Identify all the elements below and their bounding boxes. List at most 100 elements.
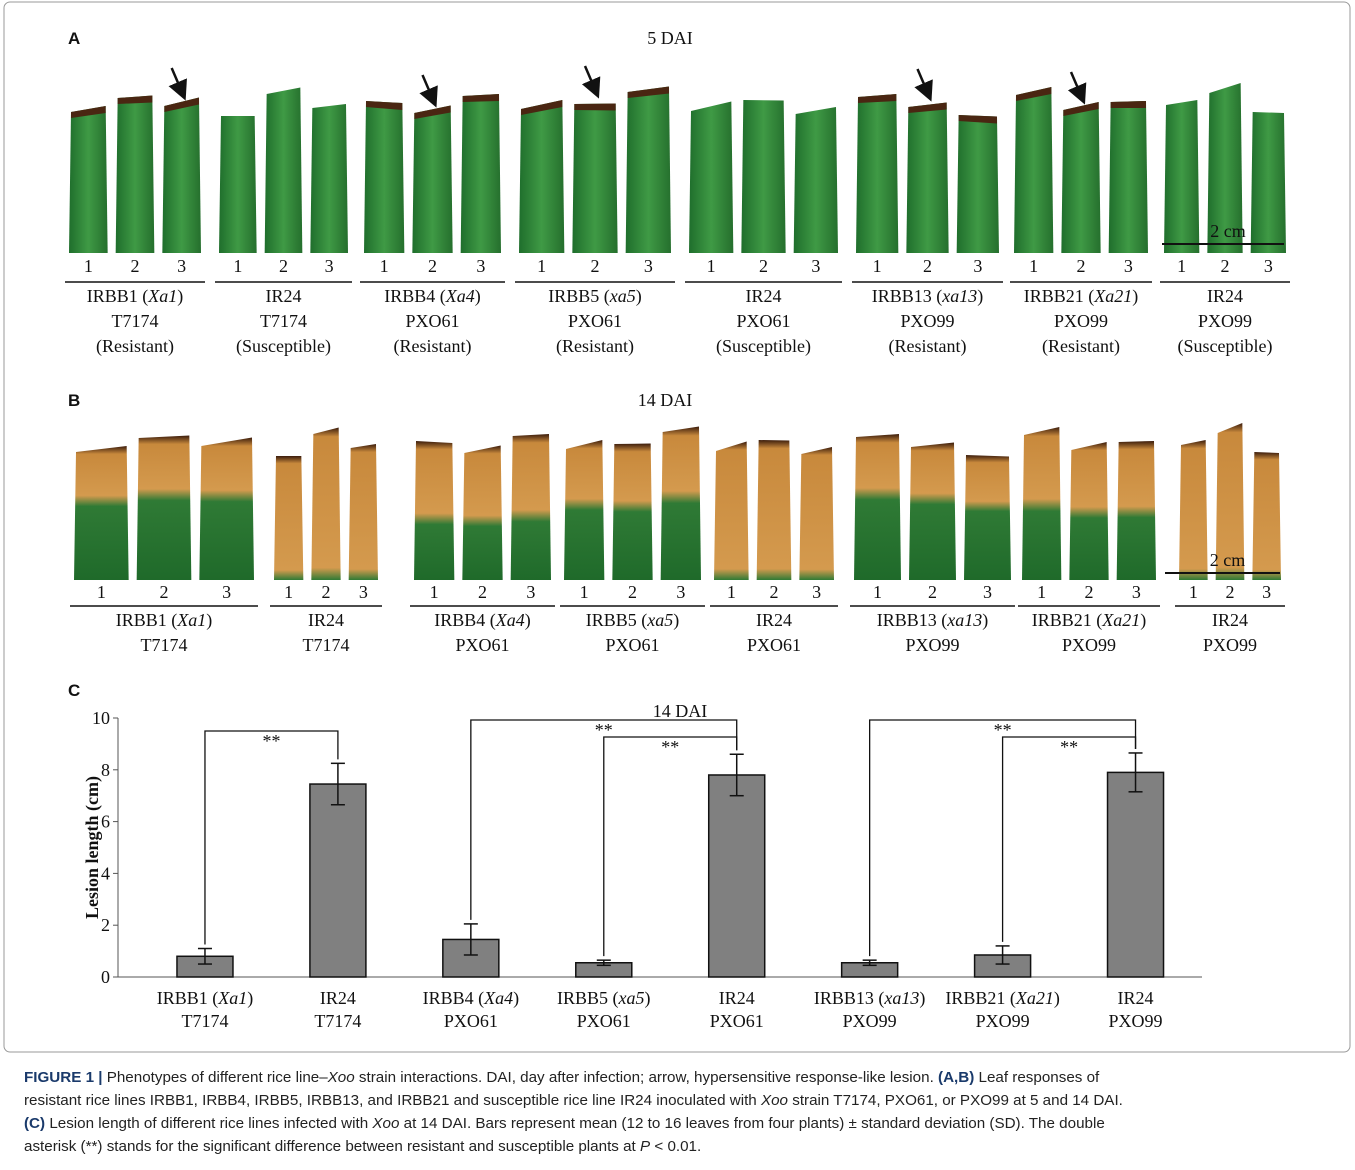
leaf: [199, 438, 254, 581]
scale-bar-label: 2 cm: [1210, 221, 1246, 241]
leaf-number: 3: [1132, 582, 1141, 602]
label-run: PXO61: [736, 311, 790, 331]
bar: [709, 775, 765, 977]
group-label: (Resistant): [96, 336, 174, 357]
arrow: [1071, 72, 1083, 100]
group-label: IR24: [308, 610, 344, 630]
panel-title: 5 DAI: [647, 28, 693, 48]
leaf: [714, 442, 749, 581]
x-tick-label: T7174: [314, 1011, 361, 1031]
significance-label: **: [262, 731, 280, 751]
group-label: PXO99: [900, 311, 954, 331]
caption-run: Xoo: [372, 1115, 399, 1132]
caption-run: asterisk (**) stands for the significant…: [24, 1138, 640, 1155]
leaf: [1164, 100, 1199, 253]
panel-label: A: [68, 29, 80, 48]
label-run: (Resistant): [394, 336, 472, 357]
label-run: IRBB5 (: [586, 610, 648, 631]
label-run: IR24: [1212, 610, 1248, 630]
leaf-number: 3: [973, 256, 982, 276]
leaf: [572, 104, 617, 254]
leaf-number: 1: [580, 582, 589, 602]
label-run: (Resistant): [96, 336, 174, 357]
leaf: [757, 440, 792, 580]
label-run: Xa1: [176, 610, 206, 630]
x-tick-label: PXO61: [577, 1011, 631, 1031]
leaf-number: 3: [812, 582, 821, 602]
label-run: ): [1140, 610, 1146, 631]
group-label: IRBB13 (xa13): [872, 286, 984, 307]
group-label: IRBB5 (xa5): [548, 286, 642, 307]
label-run: IRBB4 (: [423, 988, 485, 1009]
leaf-number: 2: [478, 582, 487, 602]
label-run: xa13: [941, 286, 977, 306]
leaf-number: 2: [428, 256, 437, 276]
label-run: xa13: [946, 610, 982, 630]
label-run: PXO61: [444, 1011, 498, 1031]
leaf-number: 3: [526, 582, 535, 602]
leaf-number: 2: [628, 582, 637, 602]
caption-run: Leaf responses of: [974, 1069, 1099, 1086]
scale-bar-label: 2 cm: [1210, 550, 1246, 570]
leaf: [1109, 101, 1148, 253]
bar: [310, 784, 366, 977]
leaf-number: 1: [1189, 582, 1198, 602]
leaf: [310, 104, 348, 253]
label-run: ): [513, 988, 519, 1009]
leaf: [689, 102, 733, 254]
leaf: [1179, 440, 1208, 580]
leaf-number: 1: [380, 256, 389, 276]
leaf: [1252, 452, 1281, 580]
label-run: xa13: [883, 988, 919, 1008]
label-run: IRBB1 (: [116, 610, 178, 631]
label-run: T7174: [303, 635, 350, 655]
label-run: IRBB4 (: [434, 610, 496, 631]
lesion: [463, 94, 499, 102]
leaf-number: 3: [811, 256, 820, 276]
group-label: IRBB21 (Xa21): [1032, 610, 1147, 631]
group-label: IR24: [1207, 286, 1243, 306]
leaf-number: 3: [644, 256, 653, 276]
leaf-number: 2: [770, 582, 779, 602]
leaf: [69, 106, 108, 253]
leaf: [854, 434, 901, 580]
leaf-number: 1: [97, 582, 106, 602]
leaf-number: 2: [1077, 256, 1086, 276]
arrow: [423, 75, 435, 103]
label-run: xa5: [618, 988, 645, 1008]
leaf: [74, 446, 129, 580]
group-label: PXO99: [1062, 635, 1116, 655]
leaf-number: 2: [759, 256, 768, 276]
leaf-number: 2: [322, 582, 331, 602]
group-label: PXO61: [405, 311, 459, 331]
leaf-number: 1: [430, 582, 439, 602]
y-tick-label: 2: [101, 915, 110, 935]
label-run: T7174: [112, 311, 159, 331]
label-run: Xa1: [217, 988, 247, 1008]
caption: FIGURE 1 | Phenotypes of different rice …: [24, 1066, 1334, 1158]
group-label: (Susceptible): [236, 336, 331, 357]
label-run: IRBB21 (: [1032, 610, 1103, 631]
leaf-number: 1: [84, 256, 93, 276]
label-run: ): [206, 610, 212, 631]
label-run: PXO61: [577, 1011, 631, 1031]
label-run: ): [1132, 286, 1138, 307]
caption-line: resistant rice lines IRBB1, IRBB4, IRBB5…: [24, 1089, 1334, 1112]
leaf: [1061, 102, 1100, 253]
label-run: PXO99: [905, 635, 959, 655]
leaf: [462, 446, 502, 581]
x-tick-label: IRBB21 (Xa21): [945, 988, 1060, 1009]
leaf: [964, 455, 1011, 580]
group-label: (Resistant): [1042, 336, 1120, 357]
leaf-number: 3: [359, 582, 368, 602]
leaf: [564, 440, 604, 580]
label-run: PXO99: [1109, 1011, 1163, 1031]
x-tick-label: IRBB13 (xa13): [814, 988, 926, 1009]
label-run: ): [977, 286, 983, 307]
label-run: Xa4: [495, 610, 525, 630]
leaf: [311, 428, 340, 581]
panel-label: C: [68, 681, 80, 700]
leaf-number: 2: [131, 256, 140, 276]
label-run: PXO61: [405, 311, 459, 331]
bar: [1108, 772, 1164, 977]
